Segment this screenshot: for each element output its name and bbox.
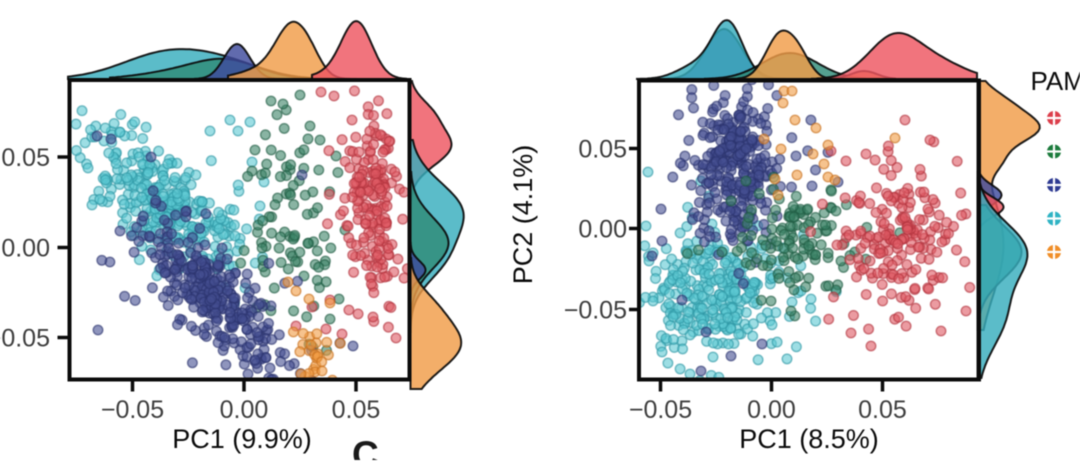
svg-text:0.05: 0.05: [858, 396, 907, 424]
svg-text:−0.05: −0.05: [629, 396, 692, 424]
svg-text:0.00: 0.00: [578, 216, 627, 244]
svg-text:0.00: 0.00: [747, 396, 796, 424]
svg-text:0.00: 0.00: [1, 235, 50, 263]
svg-text:PC2 (4.1%): PC2 (4.1%): [508, 145, 538, 285]
svg-text:−0.05: −0.05: [564, 297, 627, 325]
svg-text:−0.05: −0.05: [0, 325, 50, 353]
svg-text:−0.05: −0.05: [101, 396, 164, 424]
svg-text:C: C: [352, 434, 379, 460]
svg-text:PC1 (9.9%): PC1 (9.9%): [172, 424, 312, 454]
svg-text:0.05: 0.05: [332, 396, 381, 424]
svg-text:0.05: 0.05: [1, 144, 50, 172]
svg-text:0.00: 0.00: [220, 396, 269, 424]
svg-text:0.05: 0.05: [578, 136, 627, 164]
svg-text:PC1 (8.5%): PC1 (8.5%): [739, 424, 879, 454]
svg-text:PAM: PAM: [1031, 66, 1080, 96]
